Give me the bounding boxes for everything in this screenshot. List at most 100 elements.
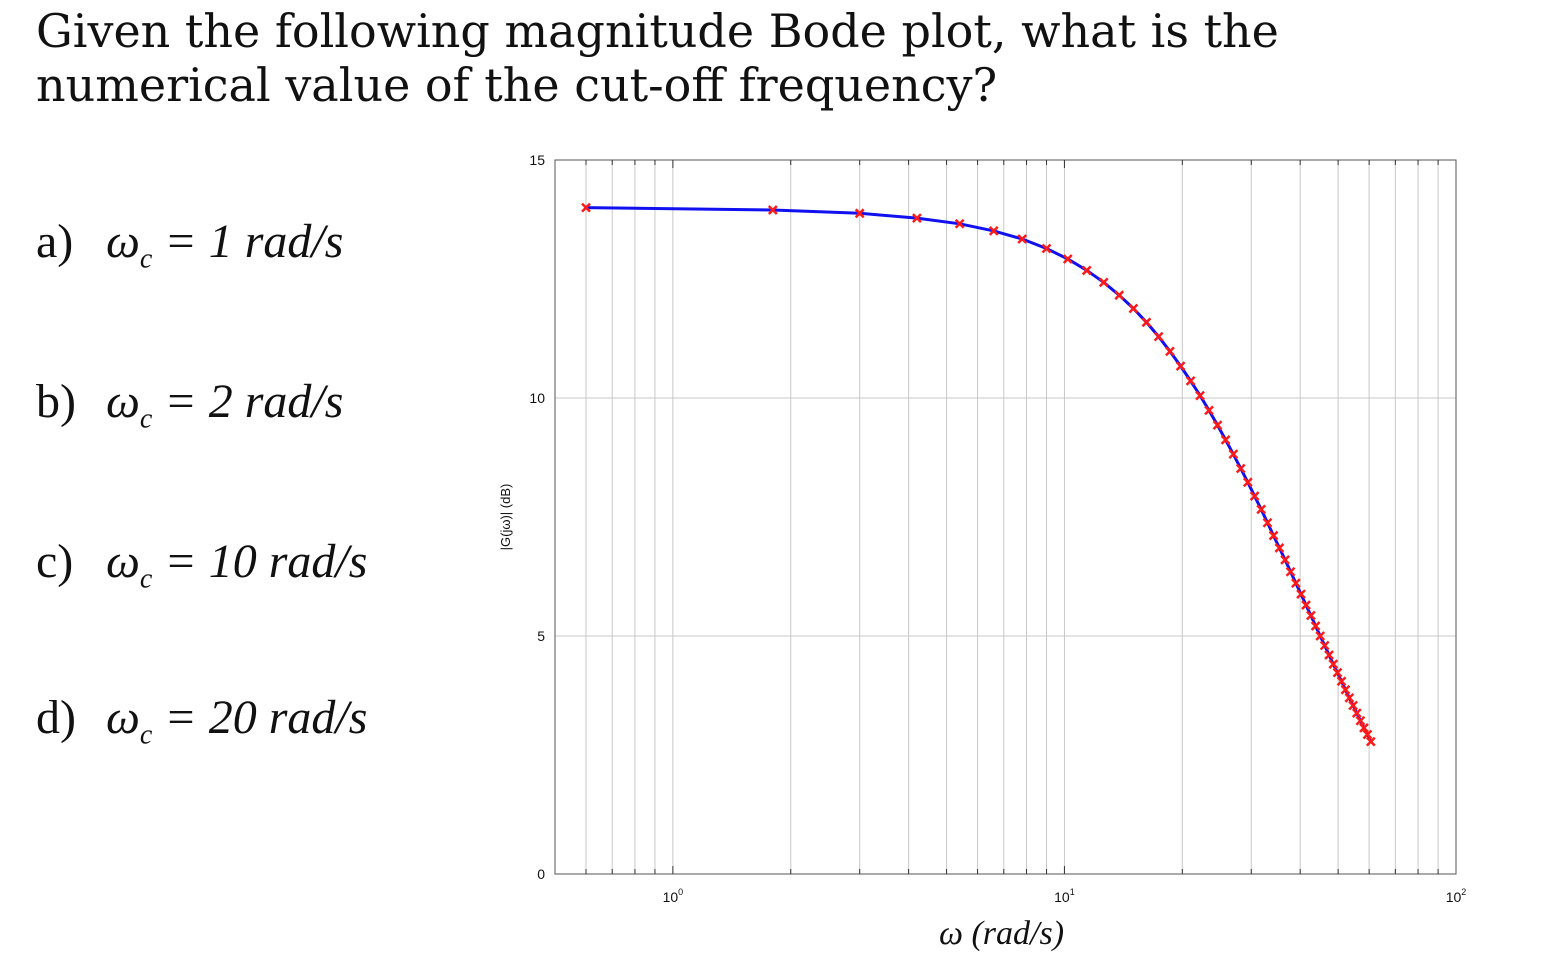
option-a-letter: a) bbox=[36, 215, 74, 268]
question-text: Given the following magnitude Bode plot,… bbox=[36, 4, 1436, 112]
data-point-marker bbox=[1212, 420, 1223, 431]
data-point-marker bbox=[1195, 390, 1205, 401]
marker-stroke bbox=[1290, 578, 1301, 589]
option-a[interactable]: a) ωc = 1 rad/s bbox=[36, 214, 343, 276]
data-point-marker bbox=[1306, 610, 1316, 621]
option-c-subscript: c bbox=[139, 563, 153, 595]
data-point-marker bbox=[1310, 621, 1321, 631]
option-d-subscript: c bbox=[139, 719, 153, 751]
marker-stroke bbox=[1175, 361, 1186, 371]
marker-stroke bbox=[1306, 610, 1316, 621]
option-c[interactable]: c) ωc = 10 rad/s bbox=[36, 534, 367, 596]
marker-stroke bbox=[988, 226, 999, 236]
y-tick-label: 5 bbox=[537, 628, 545, 644]
marker-stroke bbox=[1348, 700, 1358, 711]
marker-stroke bbox=[912, 213, 922, 223]
data-point-marker bbox=[1204, 405, 1214, 416]
data-point-marker bbox=[854, 208, 865, 219]
marker-stroke bbox=[1098, 277, 1109, 288]
marker-stroke bbox=[1153, 331, 1164, 342]
data-point-marker bbox=[1365, 736, 1376, 747]
marker-stroke bbox=[1355, 715, 1366, 726]
marker-stroke bbox=[1141, 317, 1152, 328]
data-point-marker bbox=[1324, 650, 1334, 660]
marker-stroke bbox=[1249, 491, 1260, 501]
data-point-marker bbox=[1315, 631, 1326, 641]
marker-stroke bbox=[1081, 265, 1092, 276]
data-point-marker bbox=[1336, 676, 1347, 687]
marker-stroke bbox=[1310, 621, 1321, 631]
marker-stroke bbox=[581, 202, 591, 213]
marker-stroke bbox=[1114, 290, 1125, 301]
marker-stroke bbox=[1344, 692, 1355, 703]
marker-stroke bbox=[1185, 375, 1196, 386]
y-tick-label: 0 bbox=[537, 866, 545, 882]
data-point-marker bbox=[1290, 578, 1301, 589]
data-point-marker bbox=[1348, 700, 1358, 711]
data-point-marker bbox=[1141, 317, 1152, 328]
data-point-marker bbox=[1153, 331, 1164, 342]
data-point-marker bbox=[1285, 566, 1296, 577]
data-point-marker bbox=[1041, 243, 1052, 254]
data-point-marker bbox=[1220, 435, 1231, 445]
marker-stroke bbox=[1336, 676, 1347, 687]
marker-stroke bbox=[1324, 650, 1334, 660]
option-c-symbol: ω bbox=[106, 535, 140, 588]
marker-stroke bbox=[1017, 234, 1028, 244]
marker-stroke bbox=[1285, 566, 1296, 577]
data-point-marker bbox=[1185, 375, 1196, 386]
option-b-symbol: ω bbox=[106, 375, 140, 428]
y-tick-label: 10 bbox=[529, 390, 545, 406]
marker-stroke bbox=[1165, 346, 1175, 357]
option-a-value: = 1 rad/s bbox=[152, 215, 344, 268]
option-d-expression: ωc = 20 rad/s bbox=[106, 690, 367, 752]
marker-stroke bbox=[1212, 420, 1223, 431]
data-point-marker bbox=[1328, 659, 1339, 669]
marker-stroke bbox=[1332, 667, 1343, 678]
x-axis-label: ω (rad/s) bbox=[939, 915, 1064, 952]
marker-stroke bbox=[1195, 390, 1205, 401]
marker-stroke bbox=[1301, 600, 1311, 610]
marker-stroke bbox=[1362, 729, 1373, 740]
marker-stroke bbox=[1340, 684, 1351, 695]
marker-stroke bbox=[1359, 722, 1369, 733]
x-tick-label: 102 bbox=[1446, 887, 1467, 905]
marker-stroke bbox=[1268, 530, 1279, 541]
data-point-marker bbox=[581, 202, 591, 213]
marker-stroke bbox=[1242, 477, 1253, 488]
data-point-marker bbox=[1262, 517, 1273, 528]
marker-stroke bbox=[1220, 435, 1231, 445]
option-b-subscript: c bbox=[139, 403, 153, 435]
marker-stroke bbox=[1041, 243, 1052, 254]
option-d-symbol: ω bbox=[106, 691, 140, 744]
marker-stroke bbox=[1262, 517, 1273, 528]
option-c-letter: c) bbox=[36, 535, 74, 588]
option-d[interactable]: d) ωc = 20 rad/s bbox=[36, 690, 367, 752]
marker-stroke bbox=[1319, 640, 1330, 651]
plot-frame bbox=[554, 159, 1457, 875]
marker-stroke bbox=[1204, 405, 1214, 416]
marker-stroke bbox=[1315, 631, 1326, 641]
marker-stroke bbox=[1228, 449, 1239, 460]
marker-stroke bbox=[1365, 736, 1376, 747]
data-point-marker bbox=[767, 205, 778, 215]
data-point-marker bbox=[1256, 504, 1267, 515]
data-point-marker bbox=[1280, 554, 1290, 565]
option-d-letter: d) bbox=[36, 691, 76, 744]
data-point-marker bbox=[988, 226, 999, 236]
marker-stroke bbox=[1274, 543, 1285, 553]
data-point-marker bbox=[1296, 589, 1306, 599]
y-tick-label: 15 bbox=[529, 152, 545, 168]
magnitude-line bbox=[585, 206, 1373, 743]
option-a-symbol: ω bbox=[106, 215, 140, 268]
option-b[interactable]: b) ωc = 2 rad/s bbox=[36, 374, 343, 436]
data-point-marker bbox=[912, 213, 922, 223]
data-point-marker bbox=[1332, 667, 1343, 678]
marker-stroke bbox=[1328, 659, 1339, 669]
data-series bbox=[581, 202, 1376, 747]
data-point-marker bbox=[1098, 277, 1109, 288]
data-point-marker bbox=[1355, 715, 1366, 726]
option-c-value: = 10 rad/s bbox=[152, 535, 368, 588]
marker-stroke bbox=[1351, 708, 1362, 718]
